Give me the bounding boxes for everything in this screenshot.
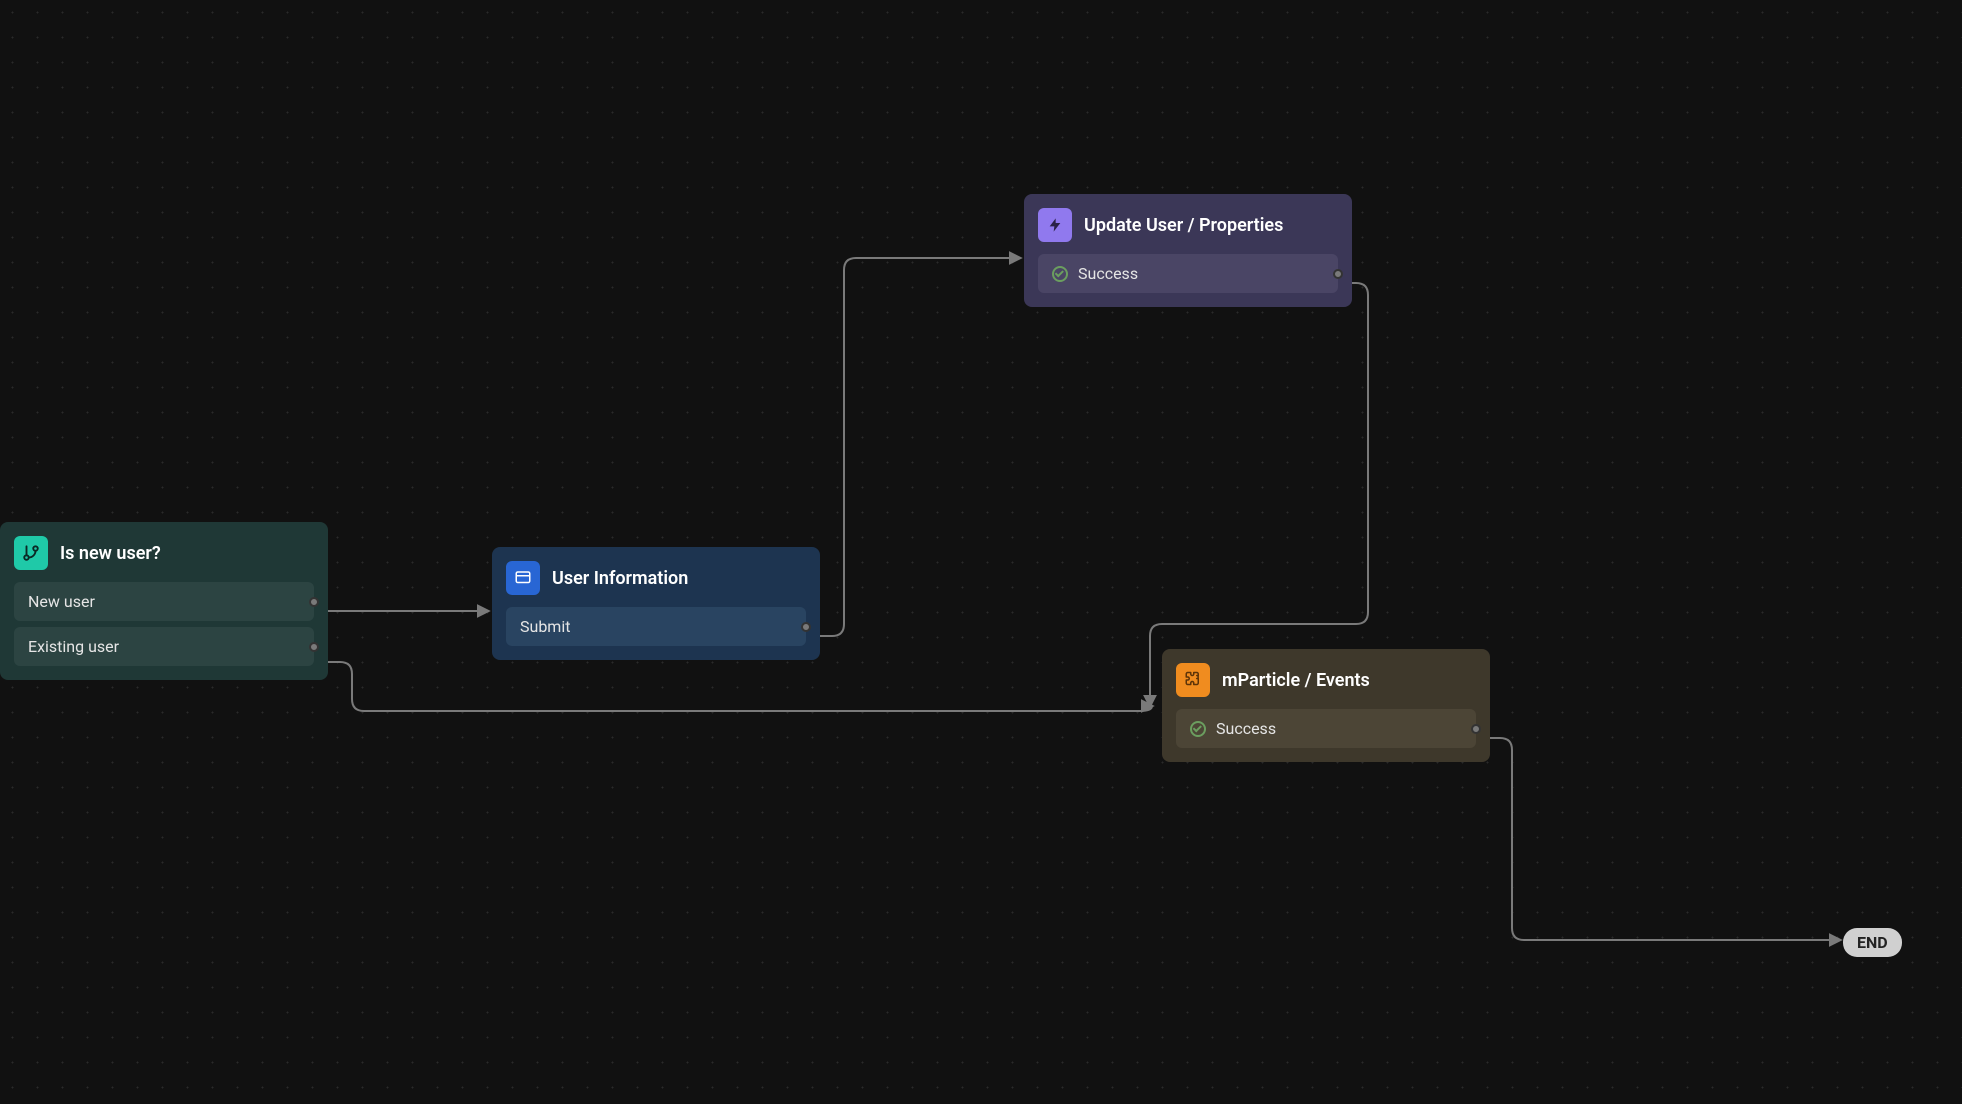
node-condition[interactable]: Is new user? New user Existing user [0, 522, 328, 680]
output-label: Submit [520, 617, 570, 636]
output-success[interactable]: Success [1038, 254, 1338, 293]
screen-icon [506, 561, 540, 595]
output-port[interactable] [309, 597, 319, 607]
output-label: Success [1216, 719, 1276, 738]
node-header: mParticle / Events [1176, 663, 1476, 697]
output-label: New user [28, 592, 95, 611]
output-success[interactable]: Success [1176, 709, 1476, 748]
output-submit[interactable]: Submit [506, 607, 806, 646]
end-label: END [1857, 933, 1888, 952]
output-port[interactable] [309, 642, 319, 652]
node-title: User Information [552, 568, 688, 589]
output-port[interactable] [1333, 269, 1343, 279]
node-header: User Information [506, 561, 806, 595]
check-icon [1052, 266, 1068, 282]
puzzle-icon [1176, 663, 1210, 697]
output-port[interactable] [1471, 724, 1481, 734]
node-mparticle[interactable]: mParticle / Events Success [1162, 649, 1490, 762]
branch-icon [14, 536, 48, 570]
node-update-user[interactable]: Update User / Properties Success [1024, 194, 1352, 307]
output-label: Existing user [28, 637, 119, 656]
canvas[interactable]: Is new user? New user Existing user User… [0, 0, 1962, 1104]
node-user-information[interactable]: User Information Submit [492, 547, 820, 660]
node-title: Is new user? [60, 543, 161, 564]
node-title: Update User / Properties [1084, 215, 1283, 236]
output-existing-user[interactable]: Existing user [14, 627, 314, 666]
output-new-user[interactable]: New user [14, 582, 314, 621]
output-label: Success [1078, 264, 1138, 283]
end-pill: END [1843, 928, 1902, 957]
node-title: mParticle / Events [1222, 670, 1370, 691]
bolt-icon [1038, 208, 1072, 242]
node-header: Update User / Properties [1038, 208, 1338, 242]
output-port[interactable] [801, 622, 811, 632]
check-icon [1190, 721, 1206, 737]
node-header: Is new user? [14, 536, 314, 570]
